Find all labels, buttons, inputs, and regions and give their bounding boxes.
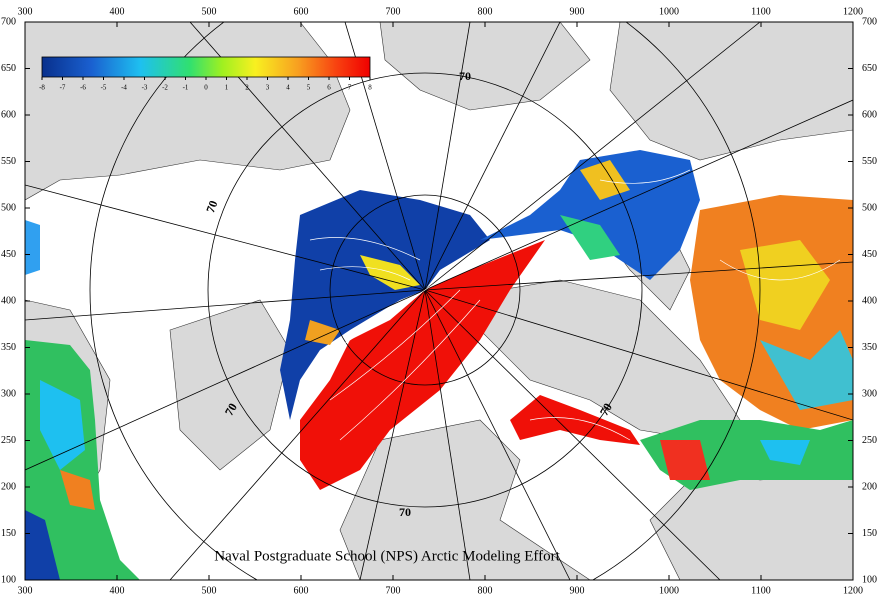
x-tick-label: 1000 xyxy=(659,6,679,17)
x-tick-label: 1000 xyxy=(659,585,679,596)
colorbar-tick-label: -7 xyxy=(60,84,66,92)
x-tick-label: 1200 xyxy=(843,6,863,17)
y-tick-label: 500 xyxy=(862,202,877,213)
colorbar-tick-label: 7 xyxy=(348,84,352,92)
colorbar-tick-label: -4 xyxy=(121,84,127,92)
y-tick-label: 100 xyxy=(1,574,16,585)
map-area xyxy=(25,22,853,580)
x-tick-label: 700 xyxy=(386,6,401,17)
x-tick-label: 600 xyxy=(294,585,309,596)
y-tick-label: 250 xyxy=(1,435,16,446)
colorbar-tick-label: -8 xyxy=(39,84,45,92)
y-tick-label: 600 xyxy=(862,109,877,120)
colorbar-tick-label: -5 xyxy=(101,84,107,92)
y-tick-label: 300 xyxy=(862,388,877,399)
x-tick-label: 1200 xyxy=(843,585,863,596)
x-tick-label: 300 xyxy=(18,6,33,17)
colorbar-tick-label: 2 xyxy=(245,84,249,92)
y-tick-label: 700 xyxy=(862,16,877,27)
x-tick-label: 900 xyxy=(570,6,585,17)
colorbar-tick-label: 0 xyxy=(204,84,208,92)
x-tick-label: 1100 xyxy=(751,6,771,17)
contour-label: 70 xyxy=(399,505,411,519)
y-tick-label: 450 xyxy=(1,249,16,260)
colorbar-tick-label: 8 xyxy=(368,84,372,92)
y-tick-label: 200 xyxy=(862,481,877,492)
x-tick-label: 300 xyxy=(18,585,33,596)
y-tick-label: 600 xyxy=(1,109,16,120)
y-tick-label: 100 xyxy=(862,574,877,585)
y-tick-label: 150 xyxy=(862,528,877,539)
x-tick-label: 400 xyxy=(110,585,125,596)
colorbar-tick-label: -2 xyxy=(162,84,168,92)
y-tick-label: 650 xyxy=(862,63,877,74)
colorbar-tick-label: 5 xyxy=(307,84,311,92)
y-tick-label: 350 xyxy=(862,342,877,353)
colorbar xyxy=(41,56,371,78)
x-tick-label: 1100 xyxy=(751,585,771,596)
graticule xyxy=(25,22,853,580)
y-tick-label: 300 xyxy=(1,388,16,399)
colorbar-tick-label: -1 xyxy=(183,84,189,92)
y-tick-label: 500 xyxy=(1,202,16,213)
x-tick-label: 800 xyxy=(478,6,493,17)
y-tick-label: 700 xyxy=(1,16,16,27)
x-tick-label: 900 xyxy=(570,585,585,596)
y-tick-label: 150 xyxy=(1,528,16,539)
x-tick-label: 500 xyxy=(202,585,217,596)
y-tick-label: 200 xyxy=(1,481,16,492)
colorbar-tick-label: -3 xyxy=(142,84,148,92)
x-tick-label: 800 xyxy=(478,585,493,596)
y-tick-label: 350 xyxy=(1,342,16,353)
y-tick-label: 400 xyxy=(1,295,16,306)
y-tick-label: 650 xyxy=(1,63,16,74)
colorbar-tick-label: 3 xyxy=(266,84,270,92)
y-tick-label: 250 xyxy=(862,435,877,446)
colorbar-tick-label: 1 xyxy=(225,84,229,92)
x-tick-label: 600 xyxy=(294,6,309,17)
y-tick-label: 550 xyxy=(1,156,16,167)
credit: Naval Postgraduate School (NPS) Arctic M… xyxy=(214,548,560,564)
y-tick-label: 550 xyxy=(862,156,877,167)
x-tick-label: 700 xyxy=(386,585,401,596)
y-tick-label: 400 xyxy=(862,295,877,306)
colorbar-tick-label: 6 xyxy=(327,84,331,92)
x-tick-label: 500 xyxy=(202,6,217,17)
colorbar-tick-label: 4 xyxy=(286,84,290,92)
y-tick-label: 450 xyxy=(862,249,877,260)
x-tick-label: 400 xyxy=(110,6,125,17)
contour-label: 70 xyxy=(459,69,471,83)
contour-lines xyxy=(309,169,841,441)
colorbar-tick-label: -6 xyxy=(80,84,86,92)
contour-label: 70 xyxy=(203,199,220,215)
